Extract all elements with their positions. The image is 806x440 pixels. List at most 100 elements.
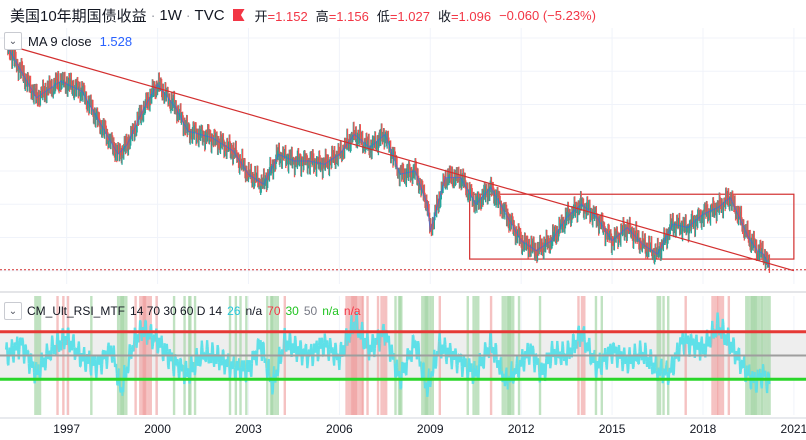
rsi-label[interactable]: CM_Ult_RSI_MTF: [27, 304, 126, 318]
chevron-down-icon[interactable]: ⌄: [4, 32, 22, 50]
rsi-segment: [764, 370, 767, 374]
rsi-segment: [556, 340, 559, 348]
rsi-segment: [695, 334, 699, 345]
rsi-segment: [638, 340, 642, 346]
rsi-segment: [602, 356, 606, 362]
rsi-segment: [27, 350, 30, 364]
rsi-segment: [311, 362, 315, 367]
rsi-segment: [454, 350, 458, 365]
rsi-segment: [298, 350, 301, 356]
rsi-segment: [468, 358, 471, 367]
rsi-segment: [725, 337, 729, 346]
rsi-segment: [5, 342, 9, 351]
rsi-segment: [14, 345, 18, 351]
rsi-segment: [477, 363, 481, 379]
ma-label[interactable]: MA 9 close: [28, 33, 92, 49]
rsi-segment: [453, 356, 456, 361]
high-number: =1.156: [328, 8, 369, 24]
rsi-segment: [296, 346, 300, 350]
rsi-segment: [553, 348, 557, 355]
rsi-segment: [524, 350, 527, 355]
rsi-segment: [398, 370, 402, 379]
rsi-segment: [39, 360, 43, 377]
rsi-segment: [168, 349, 172, 354]
rsi-segment: [555, 350, 558, 364]
rsi-segment: [584, 350, 587, 354]
rsi-segment: [704, 336, 708, 353]
rsi-segment: [615, 346, 618, 359]
rsi-segment: [56, 334, 60, 348]
rsi-segment: [605, 358, 609, 370]
rsi-segment: [252, 358, 256, 361]
rsi-segment: [573, 346, 577, 354]
rsi-segment: [566, 340, 570, 344]
rsi-segment: [572, 334, 576, 347]
rsi-segment: [693, 349, 697, 358]
rsi-segment: [135, 339, 139, 348]
high-label: 高: [315, 8, 329, 24]
open-value: 开=1.152: [255, 6, 308, 25]
rsi-segment: [69, 340, 73, 344]
close-value: 收=1.096: [438, 6, 491, 25]
rsi-segment: [546, 357, 550, 365]
x-tick-label: 2006: [326, 422, 353, 436]
rsi-segment: [176, 361, 180, 374]
x-tick-label: 1997: [53, 422, 80, 436]
rsi-segment: [67, 327, 71, 342]
high-value: 高=1.156: [316, 6, 369, 25]
rsi-segment: [652, 362, 656, 368]
rsi-value-mid: 50: [303, 304, 318, 318]
flag-icon[interactable]: [232, 9, 245, 21]
rsi-value-current: 26: [227, 304, 241, 318]
rsi-segment: [387, 335, 391, 349]
rsi-segment: [743, 356, 747, 369]
rsi-segment: [320, 337, 324, 344]
rsi-segment: [416, 340, 420, 344]
rsi-segment: [544, 358, 548, 375]
rsi-segment: [185, 360, 188, 372]
x-tick-label: 2012: [508, 422, 535, 436]
interval-label[interactable]: 1W: [159, 6, 182, 24]
rsi-segment: [647, 357, 650, 365]
rsi-segment: [686, 335, 690, 339]
rsi-segment: [221, 348, 225, 352]
rsi-segment: [179, 357, 182, 360]
rsi-segment: [51, 335, 54, 341]
rsi-pane: [0, 296, 806, 415]
rsi-segment: [755, 379, 759, 393]
header-separator: ·: [150, 7, 156, 23]
rsi-segment: [97, 362, 101, 366]
rsi-segment: [515, 355, 519, 364]
rsi-segment: [350, 315, 354, 325]
rsi-segment: [242, 366, 245, 372]
rsi-segment: [497, 360, 501, 368]
symbol-title[interactable]: 美国10年期国债收益: [10, 7, 147, 25]
rsi-segment: [331, 346, 334, 350]
rsi-segment: [45, 343, 49, 350]
rsi-segment: [163, 343, 167, 350]
rsi-segment: [521, 349, 525, 356]
rsi-segment: [483, 342, 487, 346]
rsi-segment: [212, 359, 216, 367]
rsi-segment: [259, 340, 263, 353]
rsi-segment: [394, 365, 398, 378]
rsi-segment: [495, 344, 498, 360]
rsi-segment: [300, 359, 304, 366]
rsi-segment: [100, 364, 104, 375]
rsi-segment: [669, 362, 673, 373]
rsi-segment: [526, 342, 530, 347]
rsi-segment: [17, 348, 21, 360]
rsi-segment: [709, 344, 713, 348]
rsi-segment: [389, 359, 392, 363]
range-box: [469, 193, 795, 260]
rsi-segment: [223, 368, 227, 375]
chevron-down-icon[interactable]: ⌄: [4, 302, 22, 320]
rsi-segment: [219, 355, 223, 360]
rsi-segment: [116, 383, 119, 386]
rsi-segment: [494, 342, 498, 346]
rsi-segment: [179, 358, 183, 369]
rsi-segment: [19, 337, 22, 340]
rsi-segment: [199, 349, 203, 364]
rsi-segment: [733, 359, 737, 365]
